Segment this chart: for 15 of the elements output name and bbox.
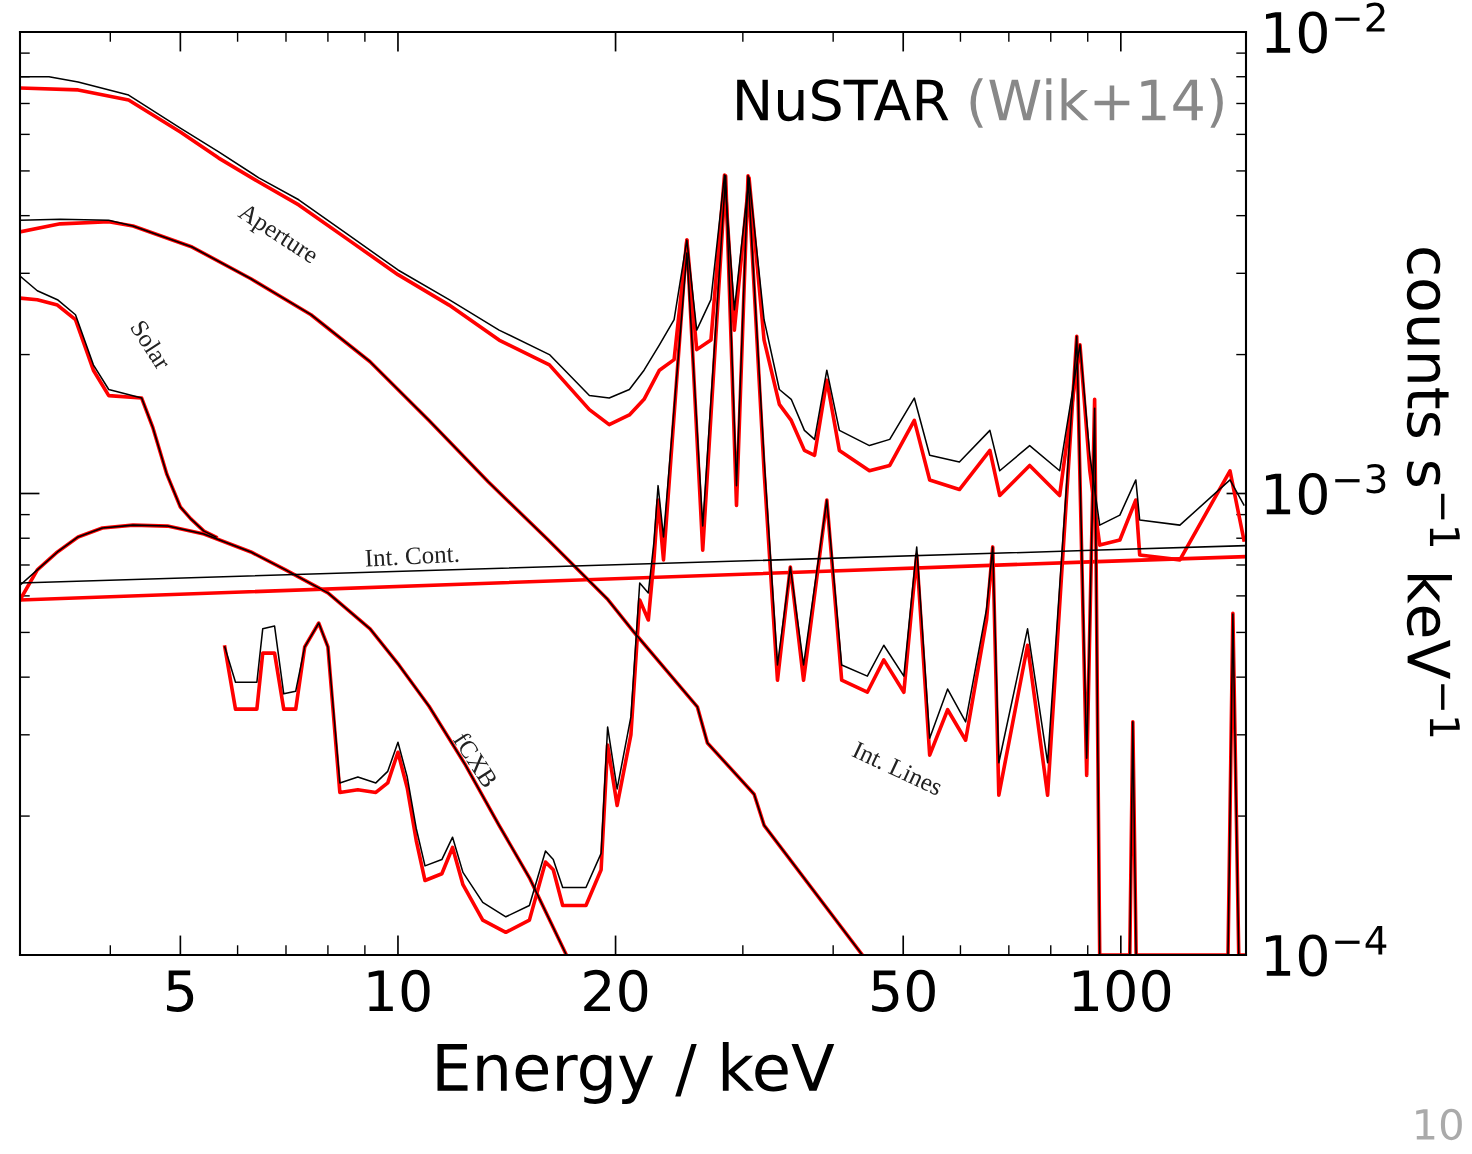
x-tick-label: 5 <box>166 970 194 1012</box>
y-tick-label: 10$^{−4}$ <box>1265 926 1387 977</box>
text: NuSTAR <box>737 79 949 122</box>
x-tick-label: 50 <box>872 969 935 1012</box>
y-axis-title: counts s$^{−1}$ keV$^{−1}$ <box>1406 248 1460 737</box>
x-axis-title: Energy / keV <box>437 1042 835 1104</box>
y-tick-label: 10$^{−2}$ <box>1265 2 1385 54</box>
text: (Wik+14) <box>970 78 1223 128</box>
series-label: Int. Cont. <box>365 545 459 567</box>
y-tick-label: 10$^{−3}$ <box>1265 464 1386 515</box>
text: 10 <box>1416 1108 1462 1141</box>
x-tick-label: 10 <box>368 969 430 1012</box>
x-tick-label: 100 <box>1073 969 1171 1012</box>
x-tick-label: 20 <box>584 969 648 1012</box>
text: Int. Lines <box>851 740 944 797</box>
